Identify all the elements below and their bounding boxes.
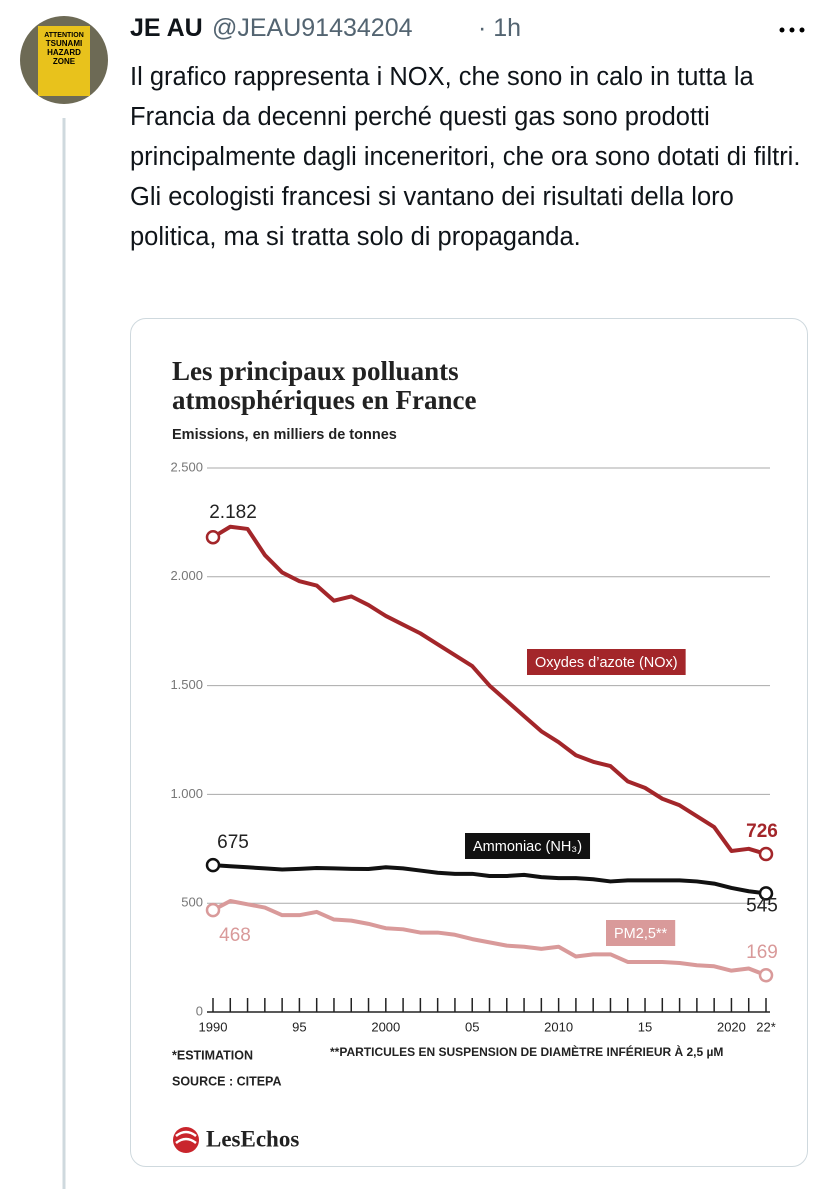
legend-label: Oxydes d’azote (NOx) bbox=[535, 655, 678, 671]
value-label: 545 bbox=[746, 895, 778, 916]
end-marker bbox=[205, 529, 221, 545]
avatar-text: ATTENTION bbox=[44, 32, 84, 39]
avatar-text: ZONE bbox=[53, 57, 76, 66]
value-label: 2.182 bbox=[209, 502, 257, 523]
value-label: 468 bbox=[219, 925, 251, 946]
series-line bbox=[212, 899, 767, 978]
y-tick-label: 1.500 bbox=[170, 677, 203, 692]
logo-mark bbox=[175, 1130, 197, 1145]
y-tick-label: 500 bbox=[181, 895, 203, 910]
source-logo: LesEchos bbox=[206, 1126, 299, 1151]
legend-label: PM2,5** bbox=[614, 926, 668, 942]
x-tick-label: 2020 bbox=[717, 1019, 746, 1034]
post-time[interactable]: · 1h bbox=[478, 14, 522, 42]
series-legend: Ammoniac (NH₃) bbox=[465, 833, 591, 859]
value-label: 726 bbox=[746, 821, 778, 842]
series-line bbox=[212, 863, 767, 896]
source: SOURCE : CITEPA bbox=[172, 1074, 282, 1088]
media-card[interactable] bbox=[130, 318, 808, 1167]
end-marker bbox=[758, 967, 774, 983]
end-marker bbox=[205, 902, 221, 918]
y-tick-label: 2.500 bbox=[170, 459, 203, 474]
legend-label: Ammoniac (NH₃) bbox=[473, 839, 582, 855]
avatar-text: HAZARD bbox=[47, 48, 81, 57]
x-tick-label: 2000 bbox=[371, 1019, 400, 1034]
note: *ESTIMATION bbox=[172, 1048, 253, 1062]
chart-title: Les principaux polluants atmosphériques … bbox=[172, 356, 477, 415]
value-label: 675 bbox=[217, 832, 249, 853]
y-tick-label: 2.000 bbox=[170, 568, 203, 583]
avatar-text: TSUNAMI bbox=[46, 39, 82, 48]
legend-box bbox=[527, 649, 686, 675]
author-handle[interactable]: @JEAU91434204 bbox=[212, 14, 413, 42]
x-tick-label: 15 bbox=[638, 1019, 652, 1034]
more-menu[interactable] bbox=[779, 27, 805, 33]
x-tick-label: 22* bbox=[756, 1019, 776, 1034]
end-marker bbox=[758, 886, 774, 901]
y-tick-label: 1.000 bbox=[170, 786, 203, 801]
x-tick-label: 2010 bbox=[544, 1019, 573, 1034]
end-marker bbox=[205, 857, 221, 873]
end-marker bbox=[758, 846, 774, 862]
series-legend: PM2,5** bbox=[606, 920, 676, 946]
x-tick-label: 95 bbox=[292, 1019, 306, 1034]
x-tick-label: 05 bbox=[465, 1019, 479, 1034]
series-legend: Oxydes d’azote (NOx) bbox=[527, 649, 686, 675]
tweet-text: Il grafico rappresenta i NOX, che sono i… bbox=[130, 63, 801, 251]
chart-subtitle: Emissions, en milliers de tonnes bbox=[172, 427, 397, 443]
legend-box bbox=[606, 920, 676, 946]
y-tick-label: 0 bbox=[196, 1003, 203, 1018]
author-name[interactable]: JE AU bbox=[130, 14, 203, 42]
legend-box bbox=[465, 833, 591, 859]
avatar-sign bbox=[38, 26, 90, 96]
series-line bbox=[211, 524, 767, 856]
note: **PARTICULES EN SUSPENSION DE DIAMÈTRE I… bbox=[330, 1044, 723, 1059]
x-tick-label: 1990 bbox=[199, 1019, 228, 1034]
value-label: 169 bbox=[746, 942, 778, 963]
